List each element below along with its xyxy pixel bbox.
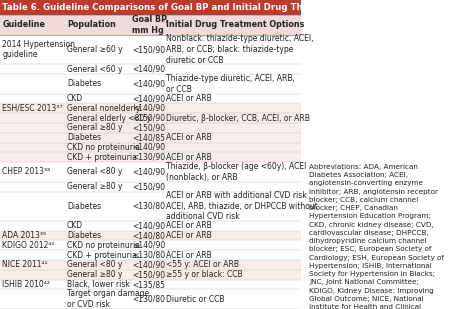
Text: General elderly <80 y: General elderly <80 y [67, 114, 151, 123]
Text: Diuretic, β-blocker, CCB, ACEI, or ARB: Diuretic, β-blocker, CCB, ACEI, or ARB [166, 114, 310, 123]
Bar [0, 0, 301, 15]
Bar [0, 162, 301, 182]
Text: CHEP 2013³⁸: CHEP 2013³⁸ [2, 167, 51, 176]
Text: Black, lower risk: Black, lower risk [67, 280, 130, 289]
Text: <140/85: <140/85 [132, 133, 165, 142]
Bar [0, 35, 301, 64]
Bar [0, 270, 301, 280]
Bar [0, 74, 301, 94]
Text: General <60 y: General <60 y [67, 65, 123, 74]
Text: ACEI or ARB: ACEI or ARB [166, 231, 212, 240]
Text: Initial Drug Treatment Options: Initial Drug Treatment Options [166, 20, 305, 29]
Bar [0, 221, 301, 231]
Bar [0, 280, 301, 290]
Text: <150/90: <150/90 [132, 45, 165, 54]
Text: ESH/ESC 2013³⁷: ESH/ESC 2013³⁷ [2, 104, 63, 113]
Text: General nonelderly: General nonelderly [67, 104, 140, 113]
Text: Nonblack: thiazide-type diuretic, ACEI,
ARB, or CCB; black: thiazide-type
diuret: Nonblack: thiazide-type diuretic, ACEI, … [166, 34, 314, 65]
Text: <150/90: <150/90 [132, 114, 165, 123]
Text: CKD: CKD [67, 94, 83, 103]
Bar [0, 142, 301, 152]
Bar [0, 231, 301, 240]
Text: Guideline: Guideline [2, 20, 46, 29]
Text: <140/90: <140/90 [132, 143, 165, 152]
Text: Target organ damage
or CVD risk: Target organ damage or CVD risk [67, 289, 149, 309]
Text: CKD no proteinuria: CKD no proteinuria [67, 241, 140, 250]
Text: <140/80: <140/80 [132, 231, 165, 240]
Text: CKD + proteinuria: CKD + proteinuria [67, 153, 137, 162]
Text: <140/90: <140/90 [132, 94, 165, 103]
Text: ACEI or ARB: ACEI or ARB [166, 153, 212, 162]
Text: <130/90: <130/90 [132, 153, 165, 162]
Text: Diabetes: Diabetes [67, 79, 101, 88]
Bar [0, 94, 301, 104]
Text: ≤130/80: ≤130/80 [132, 251, 165, 260]
Text: General ≥80 y: General ≥80 y [67, 270, 123, 279]
Text: General ≥60 y: General ≥60 y [67, 45, 123, 54]
Text: <150/90: <150/90 [132, 182, 165, 191]
Text: ACEI or ARB: ACEI or ARB [166, 133, 212, 142]
Text: <150/90: <150/90 [132, 123, 165, 133]
Text: ACEI or ARB: ACEI or ARB [166, 251, 212, 260]
Text: KDIGO 2012⁴⁰: KDIGO 2012⁴⁰ [2, 241, 55, 250]
Text: 2014 Hypertension
guideline: 2014 Hypertension guideline [2, 40, 75, 59]
Text: ADA 2013³⁹: ADA 2013³⁹ [2, 231, 46, 240]
Bar [0, 250, 301, 260]
Text: <140/90: <140/90 [132, 221, 165, 230]
Bar [0, 15, 301, 35]
Text: Population: Population [67, 20, 116, 29]
Text: Diabetes: Diabetes [67, 231, 101, 240]
Text: General ≥80 y: General ≥80 y [67, 182, 123, 191]
Text: CKD + proteinuria: CKD + proteinuria [67, 251, 137, 260]
Text: Table 6. Guideline Comparisons of Goal BP and Initial Drug Therapy for Adults Wi: Table 6. Guideline Comparisons of Goal B… [2, 3, 474, 12]
Text: CKD no proteinuria: CKD no proteinuria [67, 143, 140, 152]
Bar [0, 182, 301, 192]
Text: <140/90: <140/90 [132, 65, 165, 74]
Text: Diabetes: Diabetes [67, 133, 101, 142]
Text: <135/85: <135/85 [132, 280, 165, 289]
Bar [0, 152, 301, 162]
Text: Thiazide, β-blocker (age <60y), ACEI
(nonblack), or ARB: Thiazide, β-blocker (age <60y), ACEI (no… [166, 162, 307, 182]
Text: ACEI or ARB: ACEI or ARB [166, 94, 212, 103]
Text: <55 y: ACEI or ARB: <55 y: ACEI or ARB [166, 260, 239, 269]
Bar [0, 64, 301, 74]
Bar [0, 192, 301, 221]
Text: ACEI or ARB with additional CVD risk
ACEI, ARB, thiazide, or DHPCCB without
addi: ACEI or ARB with additional CVD risk ACE… [166, 191, 319, 222]
Text: NICE 2011⁴¹: NICE 2011⁴¹ [2, 260, 48, 269]
Text: General ≥80 y: General ≥80 y [67, 123, 123, 133]
Text: General <80 y: General <80 y [67, 260, 122, 269]
Text: ≤140/90: ≤140/90 [132, 241, 165, 250]
Text: ≥55 y or black: CCB: ≥55 y or black: CCB [166, 270, 243, 279]
Text: Diabetes: Diabetes [67, 202, 101, 211]
Bar [0, 133, 301, 142]
Bar [0, 240, 301, 250]
Text: CKD: CKD [67, 221, 83, 230]
Bar [0, 260, 301, 270]
Text: <130/80: <130/80 [132, 202, 165, 211]
Text: <140/90: <140/90 [132, 104, 165, 113]
Text: <130/80: <130/80 [132, 295, 165, 304]
Text: Abbreviations: ADA, American
Diabetes Association; ACEI,
angiotensin-converting : Abbreviations: ADA, American Diabetes As… [309, 164, 444, 309]
Bar [0, 104, 301, 113]
Text: ACEI or ARB: ACEI or ARB [166, 221, 212, 230]
Text: <150/90: <150/90 [132, 270, 165, 279]
Text: Thiazide-type diuretic, ACEI, ARB,
or CCB: Thiazide-type diuretic, ACEI, ARB, or CC… [166, 74, 295, 94]
Text: <140/90: <140/90 [132, 260, 165, 269]
Bar [0, 290, 301, 309]
Bar [0, 123, 301, 133]
Text: Goal BP,
mm Hg: Goal BP, mm Hg [132, 15, 168, 35]
Bar [0, 113, 301, 123]
Text: Diuretic or CCB: Diuretic or CCB [166, 295, 225, 304]
Text: <140/90: <140/90 [132, 79, 165, 88]
Text: General <80 y: General <80 y [67, 167, 122, 176]
Text: ISHIB 2010⁴²: ISHIB 2010⁴² [2, 280, 50, 289]
Text: <140/90: <140/90 [132, 167, 165, 176]
